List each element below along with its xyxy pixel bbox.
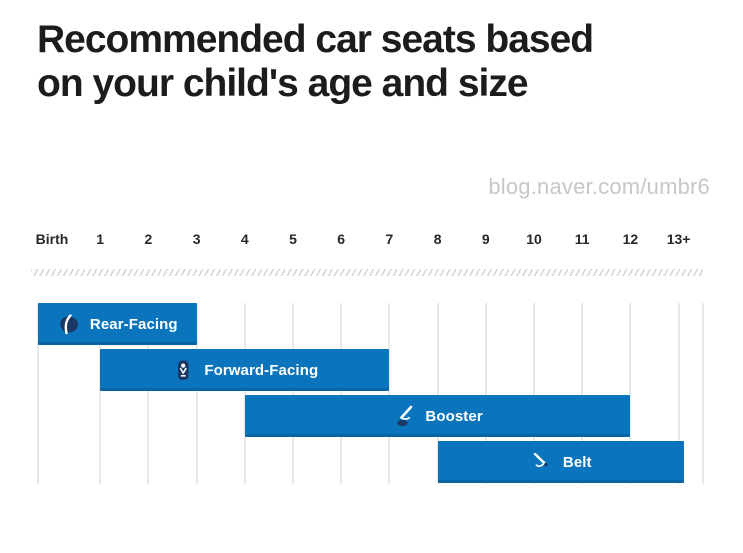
axis-tick-3: 3 bbox=[192, 231, 201, 247]
gridline bbox=[533, 303, 535, 484]
bar-text: Booster bbox=[425, 407, 483, 425]
gridline bbox=[677, 303, 680, 484]
title-line-2: on your child's age and size bbox=[37, 62, 529, 105]
gridline bbox=[195, 303, 198, 484]
gridline bbox=[99, 303, 102, 484]
axis-tick-13: 13+ bbox=[666, 231, 691, 247]
title-line-1: Recommended car seats based bbox=[37, 18, 594, 61]
watermark-url: blog.naver.com/umbr6 bbox=[488, 174, 710, 199]
page-title: Recommended car seats based on your chil… bbox=[37, 18, 727, 106]
axis-tick-2: 2 bbox=[144, 231, 153, 247]
bar-label-belt: Belt bbox=[530, 450, 592, 474]
bar-text: Forward-Facing bbox=[204, 361, 319, 379]
hatch-divider bbox=[31, 269, 703, 276]
axis-tick-4: 4 bbox=[240, 231, 249, 247]
bar-label-rear-facing: Rear-Facing bbox=[57, 312, 178, 336]
axis-tick-1: 1 bbox=[96, 231, 105, 247]
bar-text: Rear-Facing bbox=[89, 315, 178, 333]
age-axis: Birth 1 2 3 4 5 6 7 8 9 10 11 12 13+ bbox=[0, 231, 743, 249]
axis-tick-11: 11 bbox=[574, 231, 590, 247]
gridline bbox=[243, 303, 246, 484]
bar-rear-facing: Rear-Facing bbox=[38, 303, 197, 345]
bar-label-booster: Booster bbox=[392, 404, 483, 428]
bar-booster: Booster bbox=[244, 395, 631, 437]
gridline bbox=[629, 303, 632, 484]
gridline bbox=[292, 303, 294, 484]
axis-tick-12: 12 bbox=[622, 231, 639, 247]
gridline bbox=[581, 303, 584, 484]
gridline bbox=[484, 303, 487, 484]
axis-tick-birth: Birth bbox=[35, 231, 69, 247]
gridline bbox=[147, 303, 150, 484]
bar-text: Belt bbox=[562, 453, 592, 471]
gridline bbox=[702, 303, 704, 484]
axis-tick-10: 10 bbox=[526, 231, 542, 247]
bar-forward-facing: Forward-Facing bbox=[100, 349, 390, 391]
axis-tick-7: 7 bbox=[385, 231, 394, 247]
gridline bbox=[436, 303, 439, 484]
belt-icon bbox=[533, 452, 548, 468]
gridline bbox=[340, 303, 343, 484]
booster-seat-icon bbox=[397, 405, 413, 427]
axis-tick-5: 5 bbox=[289, 231, 297, 247]
gridline bbox=[37, 303, 39, 484]
axis-tick-8: 8 bbox=[433, 231, 442, 247]
rear-facing-seat-icon bbox=[60, 314, 78, 335]
gridline bbox=[388, 303, 391, 484]
axis-tick-9: 9 bbox=[481, 231, 490, 247]
forward-facing-seat-icon bbox=[178, 360, 189, 380]
axis-tick-6: 6 bbox=[337, 231, 346, 247]
bar-label-forward-facing: Forward-Facing bbox=[171, 358, 318, 382]
bar-belt: Belt bbox=[437, 441, 684, 483]
